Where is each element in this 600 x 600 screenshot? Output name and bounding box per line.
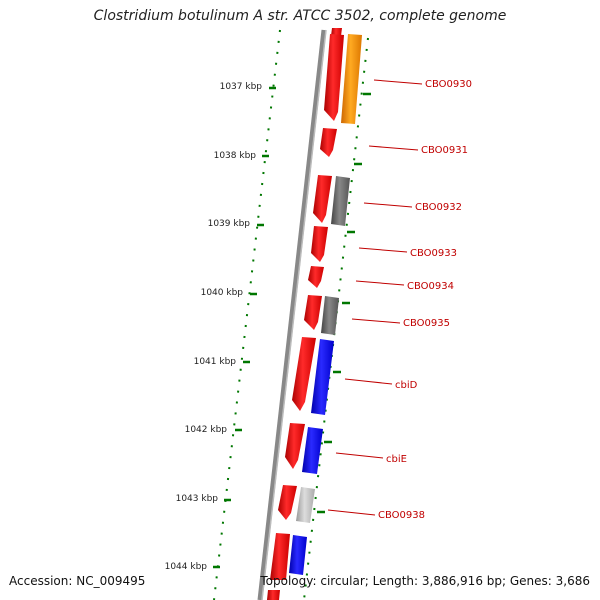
genome-backbone-highlight [261, 29, 327, 600]
scale-label: 1040 kbp [201, 288, 244, 298]
accession-text: Accession: NC_009495 [9, 574, 146, 588]
gene-label[interactable]: CBO0934 [407, 281, 454, 292]
genes [270, 34, 344, 580]
genome-backbone [257, 29, 327, 600]
cog-bar-gray[interactable] [321, 296, 339, 335]
gene-arrow[interactable] [292, 337, 316, 411]
genome-summary-text: Topology: circular; Length: 3,886,916 bp… [260, 574, 590, 588]
gene-arrow[interactable] [270, 533, 290, 580]
scale-label: 1038 kbp [214, 151, 257, 161]
gene-label[interactable]: CBO0930 [425, 79, 472, 90]
gene-arrow[interactable] [324, 34, 344, 121]
gene-label[interactable]: CBO0931 [421, 145, 468, 156]
gene-leaders [327, 79, 423, 516]
gene-arrow[interactable] [320, 128, 337, 157]
gene-label[interactable]: cbiE [386, 454, 407, 465]
map-title: Clostridium botulinum A str. ATCC 3502, … [93, 8, 507, 24]
scale-label: 1043 kbp [176, 494, 219, 504]
gene-arrow[interactable] [308, 266, 324, 288]
gene-arrow[interactable] [304, 295, 322, 330]
cog-bar-orange[interactable] [341, 34, 362, 124]
gene-label[interactable]: CBO0933 [410, 248, 457, 259]
cog-bar-gray[interactable] [331, 176, 350, 226]
gene-label[interactable]: CBO0938 [378, 510, 425, 521]
gene-arrow[interactable] [311, 226, 328, 262]
cog-bar-lightgray[interactable] [296, 487, 315, 523]
scale-label: 1037 kbp [220, 82, 263, 92]
backbone-cap-bottom [267, 590, 280, 600]
backbone-cap-top [331, 28, 342, 36]
cog-bar-blue[interactable] [311, 339, 334, 415]
gene-label[interactable]: CBO0932 [415, 202, 462, 213]
gene-arrow[interactable] [278, 485, 297, 520]
cog-bar-blue[interactable] [289, 535, 307, 575]
cog-bars [289, 34, 362, 575]
scale-label: 1039 kbp [208, 219, 251, 229]
scale-label: 1044 kbp [165, 562, 208, 572]
gene-arrow[interactable] [313, 175, 332, 223]
cog-bar-blue[interactable] [302, 427, 323, 474]
scale-label: 1041 kbp [194, 357, 237, 367]
gene-label[interactable]: cbiD [395, 380, 418, 391]
scale-dotted-left [213, 29, 281, 600]
gene-arrow[interactable] [285, 423, 305, 469]
gene-label[interactable]: CBO0935 [403, 318, 450, 329]
scale-ticks [213, 86, 371, 569]
scale-label: 1042 kbp [185, 425, 228, 435]
